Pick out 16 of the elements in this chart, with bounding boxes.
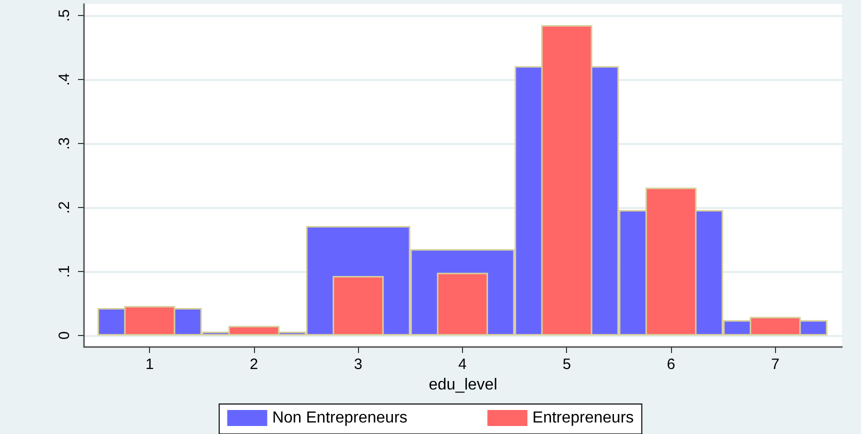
y-tick-label: .4 xyxy=(56,73,73,86)
y-tick-label: .3 xyxy=(56,137,73,150)
legend-label: Entrepreneurs xyxy=(532,410,634,426)
y-tick-label: 0 xyxy=(56,331,73,340)
y-tick-label: .5 xyxy=(56,9,73,22)
x-tick-label: 4 xyxy=(458,356,467,373)
x-tick-label: 1 xyxy=(146,356,154,373)
x-tick-label: 7 xyxy=(771,356,780,373)
x-tick-label: 3 xyxy=(354,356,362,373)
x-tick-label: 5 xyxy=(562,356,571,373)
x-tick-label: 6 xyxy=(666,356,676,373)
x-axis-title: edu_level xyxy=(428,376,498,394)
x-tick-label: 2 xyxy=(250,356,258,373)
y-tick-label: .2 xyxy=(56,201,73,214)
legend-label: Non Entrepreneurs xyxy=(272,410,408,426)
y-tick-label: .1 xyxy=(56,265,73,278)
